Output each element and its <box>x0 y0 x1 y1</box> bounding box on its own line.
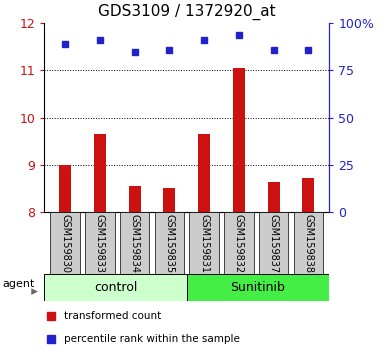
Text: GSM159835: GSM159835 <box>164 214 174 273</box>
Text: transformed count: transformed count <box>64 311 161 321</box>
Bar <box>44 274 187 301</box>
Bar <box>163 188 176 212</box>
Bar <box>59 165 71 212</box>
Bar <box>259 212 288 274</box>
Bar <box>187 274 329 301</box>
Text: agent: agent <box>2 279 35 289</box>
Bar <box>302 178 315 212</box>
Text: GSM159831: GSM159831 <box>199 214 209 273</box>
Bar <box>50 212 80 274</box>
Bar <box>120 212 149 274</box>
Text: GSM159832: GSM159832 <box>234 214 244 273</box>
Bar <box>224 212 254 274</box>
Text: control: control <box>94 281 137 294</box>
Bar <box>198 134 210 212</box>
Text: GSM159834: GSM159834 <box>130 214 140 273</box>
Bar <box>94 134 106 212</box>
Text: GSM159833: GSM159833 <box>95 214 105 273</box>
Bar <box>233 68 245 212</box>
Bar <box>85 212 115 274</box>
Text: percentile rank within the sample: percentile rank within the sample <box>64 334 239 344</box>
Text: GSM159837: GSM159837 <box>269 214 279 273</box>
Bar <box>129 186 141 212</box>
Text: GSM159838: GSM159838 <box>303 214 313 273</box>
Bar <box>294 212 323 274</box>
Title: GDS3109 / 1372920_at: GDS3109 / 1372920_at <box>98 4 276 20</box>
Bar <box>155 212 184 274</box>
Bar <box>268 182 280 212</box>
Bar <box>189 212 219 274</box>
Text: Sunitinib: Sunitinib <box>231 281 285 294</box>
Text: GSM159830: GSM159830 <box>60 214 70 273</box>
